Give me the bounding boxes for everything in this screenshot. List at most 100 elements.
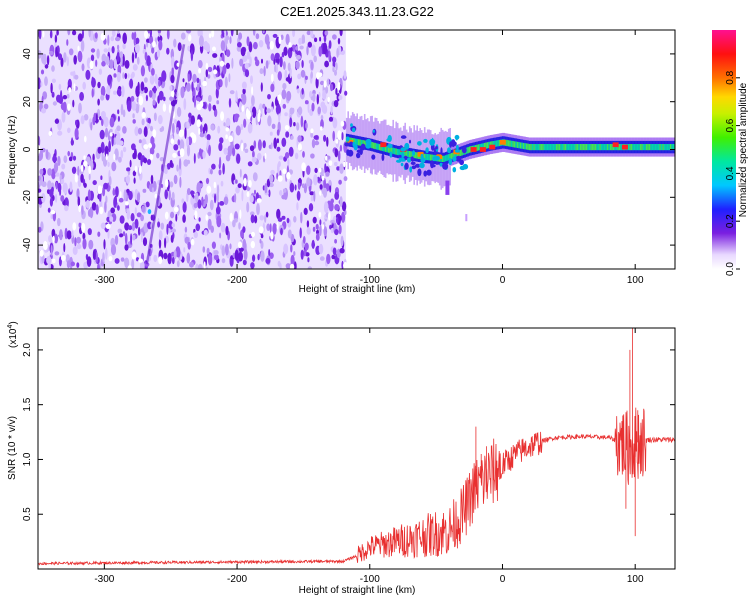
band-core <box>477 144 480 151</box>
band-scatter <box>365 143 371 149</box>
band-core <box>665 144 667 151</box>
noise-blob <box>135 37 140 44</box>
noise-blob <box>209 199 214 211</box>
noise-blob <box>225 225 229 236</box>
noise-blob <box>124 244 129 251</box>
band-scatter <box>352 127 356 133</box>
noise-gap <box>109 132 113 137</box>
noise-blob <box>334 69 337 76</box>
snr-x-label: Height of straight line (km) <box>299 585 416 596</box>
noise-blob <box>253 41 258 50</box>
noise-blob <box>208 103 212 112</box>
band-core <box>666 144 669 151</box>
noise-gap <box>206 185 212 194</box>
noise-blob <box>167 252 172 265</box>
noise-blob <box>293 122 296 127</box>
noise-blob <box>134 218 139 229</box>
noise-blob <box>76 262 80 268</box>
noise-blob <box>312 226 316 232</box>
noise-blob <box>133 177 136 184</box>
noise-blob <box>332 66 335 73</box>
noise-blob <box>47 207 51 213</box>
noise-blob <box>328 116 334 122</box>
noise-blob <box>52 155 57 163</box>
noise-gap <box>198 127 201 136</box>
band-core <box>410 151 412 158</box>
noise-blob <box>87 228 92 236</box>
noise-gap <box>245 108 250 118</box>
noise-blob <box>76 188 80 199</box>
noise-blob <box>238 32 243 40</box>
noise-gap <box>52 235 55 244</box>
noise-blob <box>259 238 262 244</box>
noise-streak <box>145 44 186 265</box>
noise-blob <box>151 142 156 150</box>
noise-blob <box>269 131 273 136</box>
noise-blob <box>332 130 336 142</box>
band-scatter <box>435 161 439 165</box>
noise-blob <box>312 93 316 102</box>
noise-blob <box>124 232 128 245</box>
noise-blob <box>242 54 248 63</box>
y-tick-label: 1.0 <box>22 452 33 466</box>
noise-gap <box>248 180 252 188</box>
noise-blob <box>52 101 58 106</box>
noise-blob <box>257 152 262 161</box>
band-core <box>536 144 538 151</box>
noise-blob <box>171 222 176 228</box>
x-tick-label: -200 <box>227 275 247 286</box>
noise-blob <box>330 219 335 224</box>
noise-blob <box>280 227 283 236</box>
band-scatter <box>409 139 411 144</box>
band-core <box>579 144 582 151</box>
noise-gap <box>61 255 66 262</box>
band-hotspot <box>479 147 486 152</box>
noise-blob <box>334 148 339 158</box>
noise-blob <box>117 44 120 50</box>
noise-gap <box>105 153 108 161</box>
noise-blob <box>313 135 319 140</box>
noise-blob <box>134 126 139 137</box>
noise-blob <box>144 77 148 83</box>
noise-blob <box>132 170 137 177</box>
band-core <box>365 140 367 147</box>
noise-blob <box>311 239 315 249</box>
noise-blob <box>303 236 306 244</box>
noise-blob <box>332 247 337 256</box>
noise-blob <box>178 158 182 170</box>
noise-blob <box>39 149 44 161</box>
band-core <box>377 143 379 150</box>
noise-blob <box>343 70 347 79</box>
noise-blob <box>156 49 161 58</box>
noise-blob <box>303 183 307 194</box>
noise-blob <box>250 75 253 85</box>
noise-blob <box>281 51 285 58</box>
band-core <box>485 142 487 149</box>
noise-blob <box>339 30 343 37</box>
band-scatter <box>447 147 451 154</box>
noise-blob <box>269 223 272 234</box>
noise-blob <box>237 42 242 48</box>
noise-gap <box>284 125 290 131</box>
band-scatter <box>448 158 453 166</box>
noise-blob <box>207 218 212 230</box>
noise-blob <box>113 73 117 78</box>
noise-blob <box>207 66 213 73</box>
noise-blob <box>158 39 163 51</box>
band-core <box>383 145 385 152</box>
noise-blob <box>114 234 119 246</box>
noise-blob <box>124 72 128 80</box>
noise-blob <box>114 129 118 135</box>
band-core <box>555 144 558 151</box>
noise-blob <box>330 198 335 204</box>
noise-blob <box>76 236 81 244</box>
band-core <box>488 141 490 148</box>
noise-blob <box>304 75 308 80</box>
noise-gap <box>225 127 230 132</box>
noise-blob <box>318 46 323 57</box>
band-core <box>641 144 643 151</box>
noise-blob <box>182 201 187 213</box>
noise-blob <box>49 50 54 56</box>
noise-blob <box>279 262 282 269</box>
noise-blob <box>334 239 337 244</box>
